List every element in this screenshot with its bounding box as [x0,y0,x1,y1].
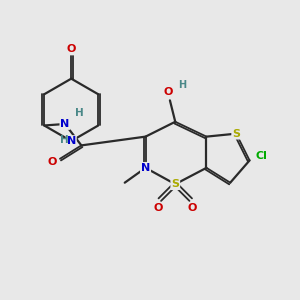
Text: O: O [188,203,197,213]
Text: Cl: Cl [256,151,267,161]
Text: O: O [154,203,163,213]
Text: H: H [75,108,84,118]
Text: H: H [60,135,69,145]
Text: O: O [67,44,76,54]
Text: S: S [171,179,179,189]
Text: O: O [48,157,57,167]
Text: H: H [178,80,186,90]
Text: O: O [164,87,173,97]
Text: S: S [232,129,240,139]
Text: N: N [141,163,150,173]
Text: N: N [67,136,76,146]
Text: N: N [60,119,70,129]
